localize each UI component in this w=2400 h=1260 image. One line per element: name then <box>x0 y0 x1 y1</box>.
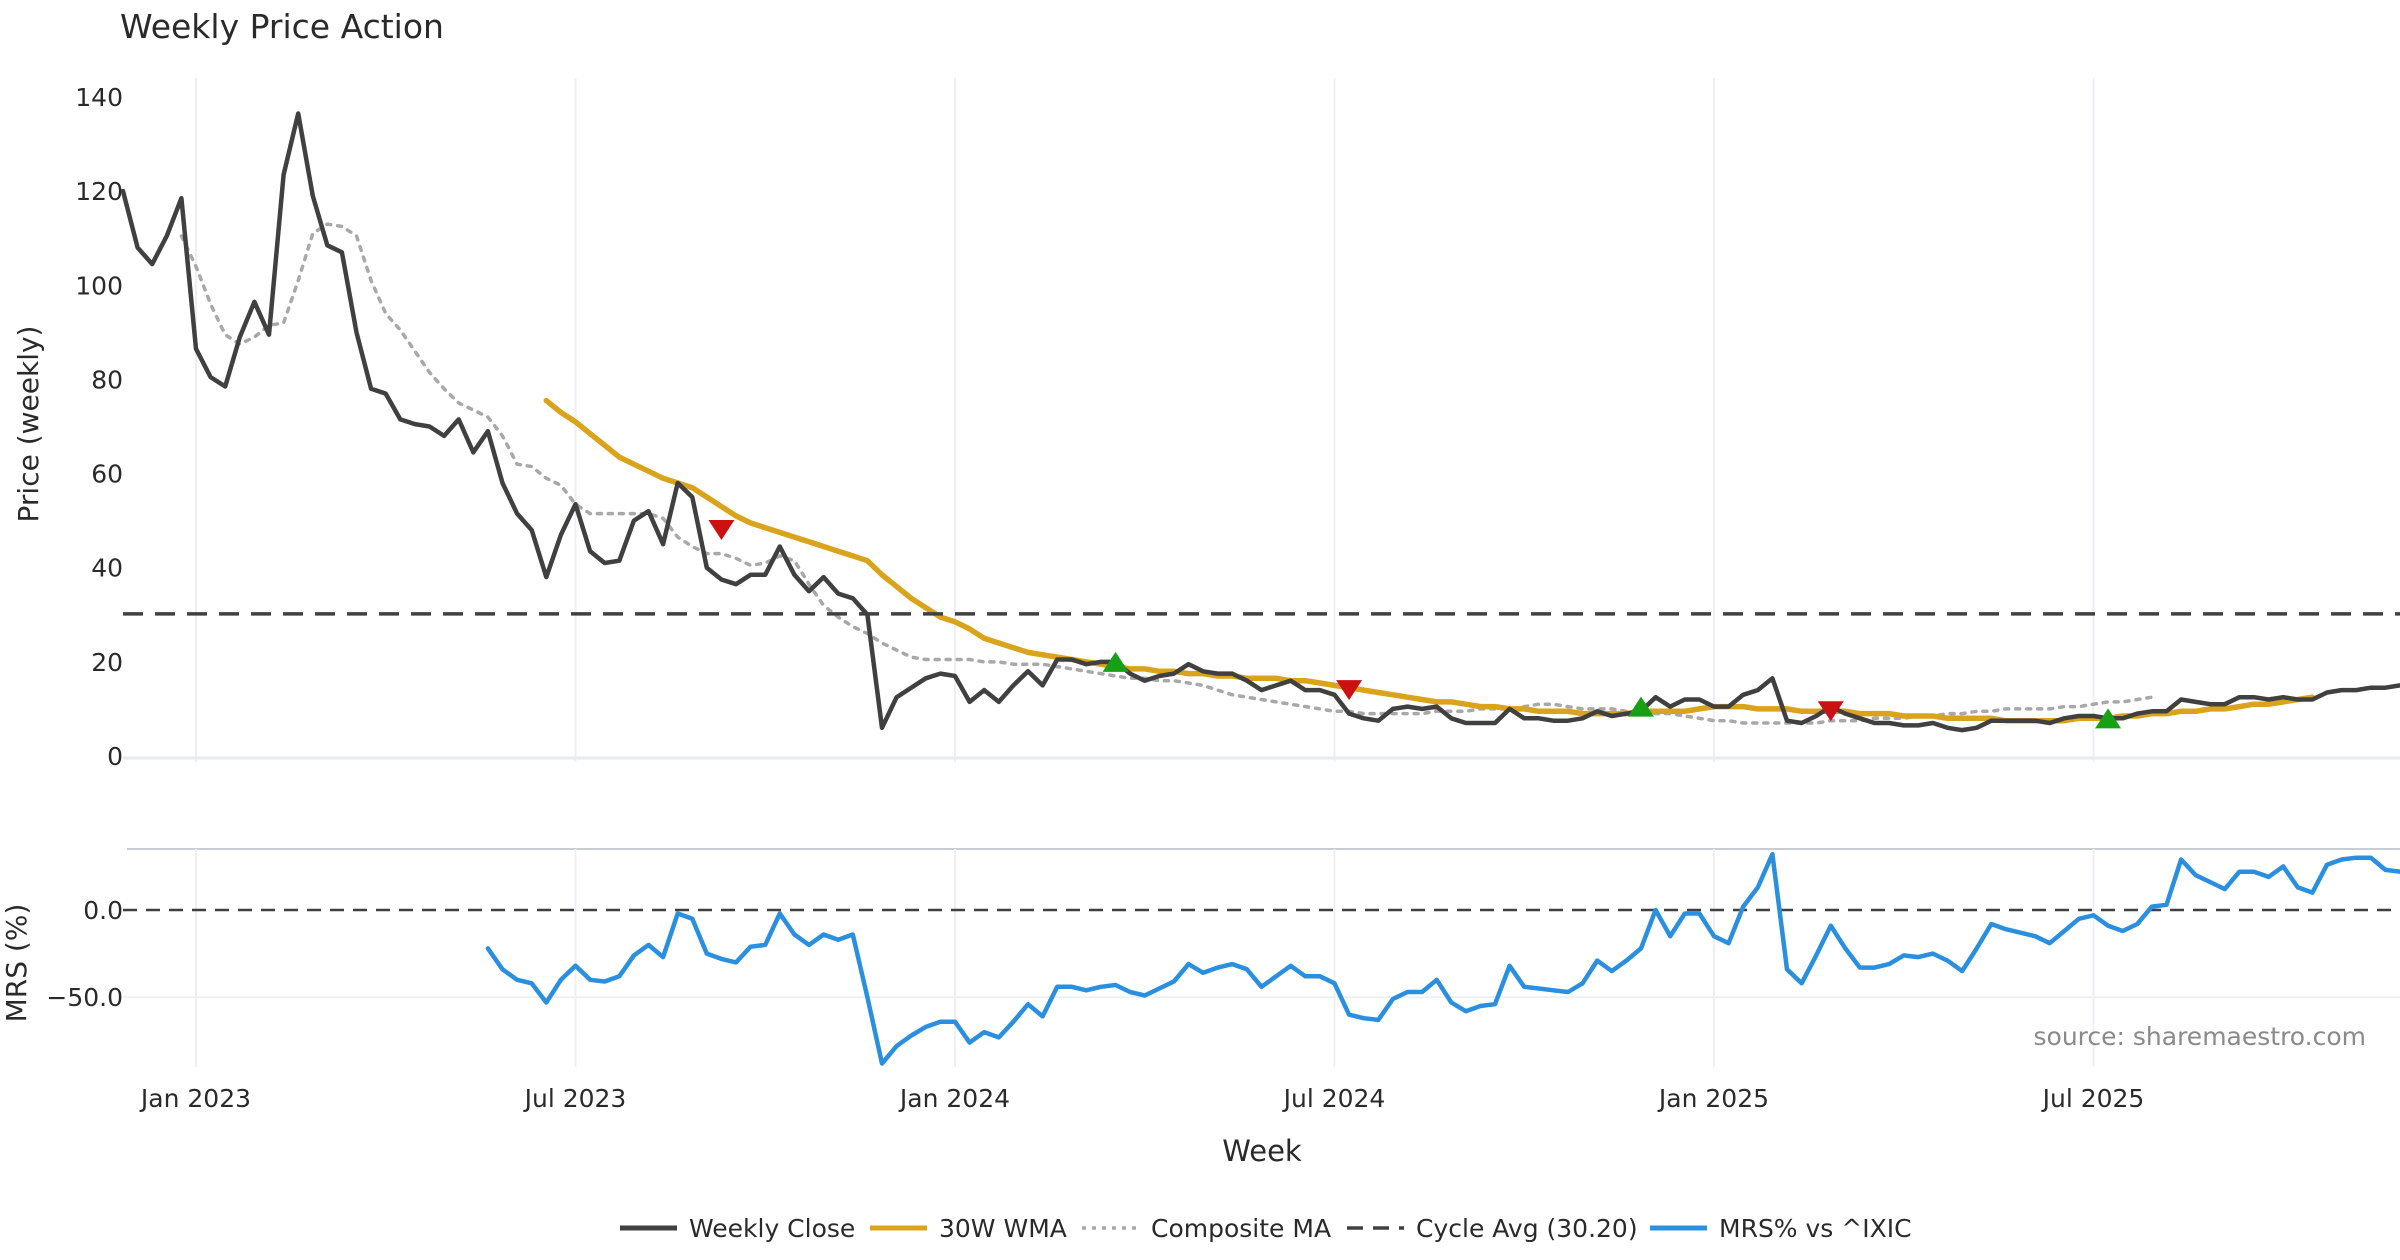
price-y-tick-label: 60 <box>91 460 123 489</box>
legend-item: 30W WMA <box>870 1214 1067 1243</box>
price-y-tick-label: 20 <box>91 648 123 677</box>
wma-30w-line <box>543 397 2316 724</box>
legend-label: 30W WMA <box>939 1214 1067 1243</box>
legend-item: Weekly Close <box>620 1214 855 1243</box>
mrs-y-axis-label: MRS (%) <box>0 904 33 1023</box>
buy-signal-marker <box>2095 708 2122 729</box>
x-axis-label: Week <box>1222 1134 1302 1168</box>
legend-label: Cycle Avg (30.20) <box>1416 1214 1638 1243</box>
legend-label: Composite MA <box>1151 1214 1331 1243</box>
x-tick-label: Jan 2023 <box>139 1084 251 1113</box>
buy-signal-marker <box>1102 651 1129 672</box>
composite-ma-line <box>179 222 2154 725</box>
signal-markers <box>708 520 2122 729</box>
mrs-y-tick-label: −50.0 <box>46 983 123 1012</box>
price-y-tick-label: 100 <box>75 271 123 300</box>
weekly-close-line <box>120 111 2400 733</box>
price-y-axis-label: Price (weekly) <box>12 326 45 523</box>
price-panel: 0 20 40 60 80 100 120 140 Price (weekly) <box>12 78 2400 771</box>
mrs-gridlines <box>123 849 2400 1067</box>
mrs-line <box>485 851 2400 1066</box>
mrs-series <box>485 851 2400 1066</box>
x-axis-ticks: Jan 2023 Jul 2023 Jan 2024 Jul 2024 Jan 2025… <box>139 1084 2144 1113</box>
buy-signal-marker <box>1628 696 1654 717</box>
price-y-tick-label: 120 <box>75 177 123 206</box>
legend-label: MRS% vs ^IXIC <box>1719 1214 1912 1243</box>
sell-signal-marker <box>708 520 735 541</box>
legend-item: Cycle Avg (30.20) <box>1347 1214 1638 1243</box>
price-y-ticks: 0 20 40 60 80 100 120 140 <box>75 83 123 771</box>
mrs-y-ticks: 0.0 −50.0 <box>46 896 123 1012</box>
x-tick-label: Jul 2024 <box>1282 1084 1386 1113</box>
chart-title: Weekly Price Action <box>120 7 444 46</box>
price-y-tick-label: 140 <box>75 83 123 112</box>
mrs-y-tick-label: 0.0 <box>83 896 123 925</box>
sell-signal-marker <box>1817 701 1844 722</box>
legend-item: MRS% vs ^IXIC <box>1650 1214 1912 1243</box>
x-tick-label: Jan 2025 <box>1657 1084 1769 1113</box>
x-tick-label: Jul 2025 <box>2041 1084 2145 1113</box>
price-gridlines <box>123 78 2400 762</box>
mrs-panel: 0.0 −50.0 MRS (%) source: sharemaestro.co… <box>0 848 2400 1067</box>
legend-label: Weekly Close <box>689 1214 855 1243</box>
price-y-tick-label: 80 <box>91 365 123 394</box>
price-y-tick-label: 40 <box>91 554 123 583</box>
price-series <box>120 111 2400 733</box>
legend: Weekly Close 30W WMA Composite MA Cycle Avg… <box>620 1214 1912 1243</box>
legend-item: Composite MA <box>1082 1214 1331 1243</box>
source-attribution: source: sharemaestro.com <box>2034 1022 2367 1051</box>
x-tick-label: Jul 2023 <box>523 1084 627 1113</box>
price-y-tick-label: 0 <box>107 742 123 771</box>
x-tick-label: Jan 2024 <box>898 1084 1010 1113</box>
sell-signal-marker <box>1336 680 1363 701</box>
